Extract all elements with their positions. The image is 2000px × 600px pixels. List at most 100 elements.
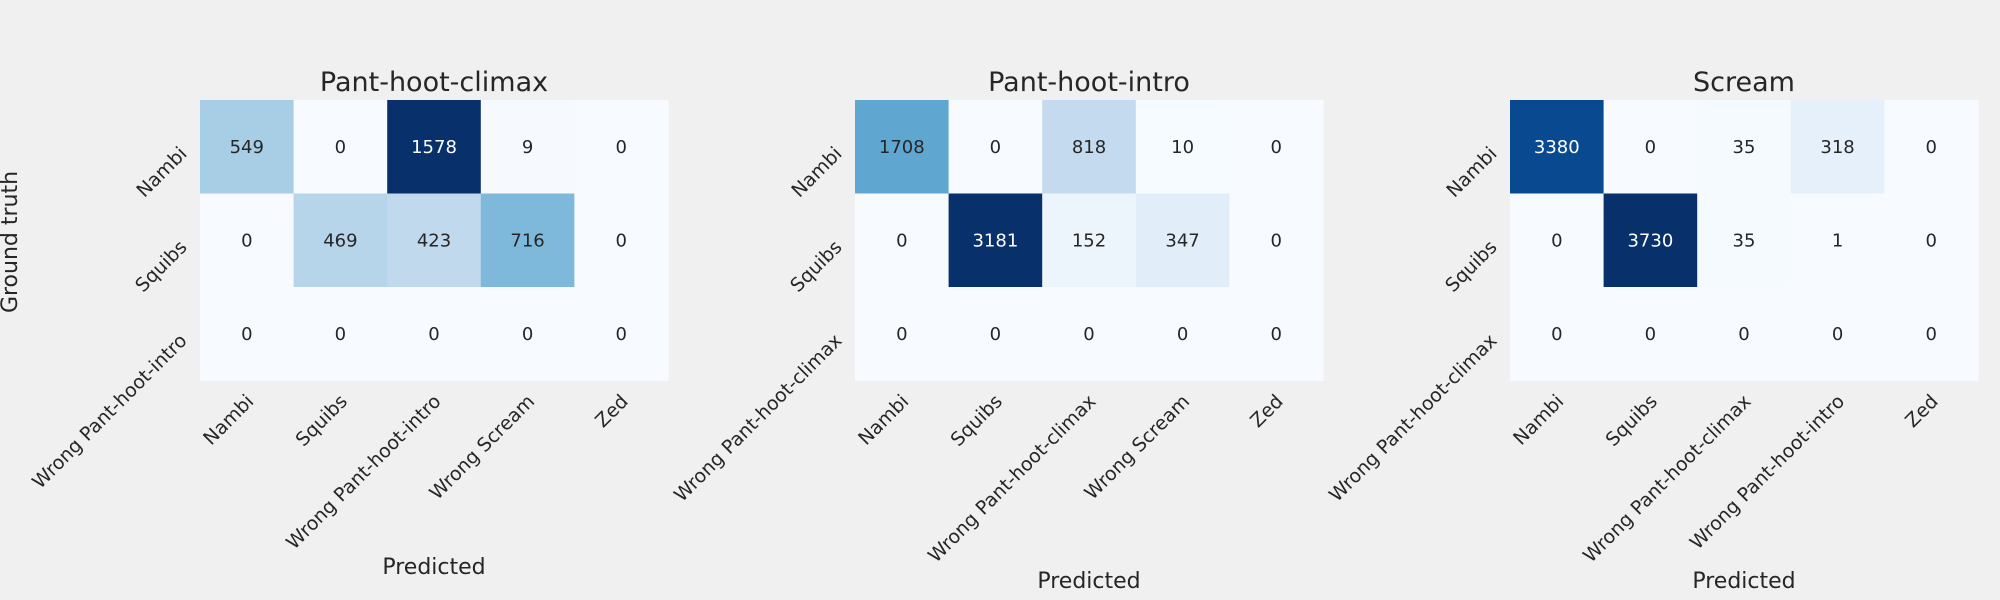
heatmap-cell — [1697, 100, 1792, 194]
heatmap-cell — [1510, 100, 1605, 194]
cell-value-label: 0 — [1925, 230, 1936, 251]
heatmap-cell — [1135, 287, 1230, 381]
x-tick-label: Zed — [1246, 390, 1288, 432]
heatmap-cell — [480, 287, 575, 381]
heatmap-cell — [1884, 287, 1979, 381]
cell-value-label: 0 — [615, 230, 626, 251]
x-tick-label: Nambi — [854, 390, 913, 449]
cell-value-label: 0 — [522, 324, 533, 345]
x-tick-label: Wrong Pant-hoot-climax — [1579, 390, 1756, 567]
cell-value-label: 1708 — [879, 137, 925, 158]
x-tick-label: Nambi — [199, 390, 258, 449]
heatmap-panel: 3380 0 35 318 0 0 3730 35 1 0 0 0 0 0 0 Scream Nambi Squi… — [1325, 67, 1979, 594]
cell-value-label: 318 — [1820, 137, 1854, 158]
heatmap-cell — [200, 100, 295, 194]
heatmap-cell — [293, 193, 388, 288]
heatmap-cell — [1229, 100, 1324, 194]
cell-value-label: 0 — [1083, 324, 1094, 345]
heatmap-cell — [574, 193, 669, 288]
y-tick-label: Squibs — [786, 236, 846, 296]
heatmap-cell — [1790, 287, 1885, 381]
y-tick-label: Squibs — [1441, 236, 1501, 296]
cell-value-label: 0 — [1551, 324, 1562, 345]
x-tick-label: Wrong Pant-hoot-climax — [924, 390, 1101, 567]
y-tick-label: Nambi — [132, 143, 191, 202]
cell-value-label: 0 — [1270, 324, 1281, 345]
y-tick-label: Wrong Pant-hoot-climax — [670, 330, 847, 507]
heatmap-cell — [1603, 100, 1698, 194]
x-tick-label: Squibs — [947, 390, 1007, 450]
cell-value-label: 35 — [1733, 230, 1756, 251]
cell-value-label: 0 — [335, 137, 346, 158]
x-tick-label: Wrong Pant-hoot-intro — [282, 390, 445, 553]
heatmap-cell — [293, 287, 388, 381]
cell-value-label: 0 — [1645, 137, 1656, 158]
cell-value-label: 818 — [1072, 137, 1106, 158]
heatmap-cell — [480, 100, 575, 194]
cell-value-label: 0 — [896, 324, 907, 345]
cell-value-label: 0 — [428, 324, 439, 345]
cell-value-label: 1 — [1832, 230, 1843, 251]
heatmap-cell — [855, 100, 950, 194]
cell-value-label: 0 — [1925, 137, 1936, 158]
cell-value-label: 1578 — [411, 137, 457, 158]
heatmap-cell — [1790, 193, 1885, 288]
heatmap-panels: 549 0 1578 9 0 0 469 423 716 0 0 0 0 0 0 Pant-hoot-clim… — [28, 67, 1979, 594]
cell-value-label: 0 — [1645, 324, 1656, 345]
heatmap-cell — [574, 100, 669, 194]
cell-value-label: 0 — [1270, 137, 1281, 158]
x-axis-label: Predicted — [1692, 569, 1795, 594]
cell-value-label: 549 — [230, 137, 264, 158]
cell-value-label: 3181 — [972, 230, 1018, 251]
heatmap-cell — [387, 287, 482, 381]
heatmap-cell — [1042, 100, 1137, 194]
heatmap-cell — [1603, 287, 1698, 381]
heatmap-cell — [387, 193, 482, 288]
heatmap-cell — [387, 100, 482, 194]
heatmap-cell — [948, 193, 1043, 288]
chart-title: Scream — [1693, 67, 1795, 98]
cell-value-label: 0 — [1925, 324, 1936, 345]
heatmap-cell — [1135, 193, 1230, 288]
heatmap-cell — [948, 100, 1043, 194]
cell-value-label: 3380 — [1534, 137, 1580, 158]
y-tick-label: Squibs — [131, 236, 191, 296]
cell-value-label: 469 — [323, 230, 357, 251]
cell-value-label: 0 — [335, 324, 346, 345]
heatmap-cell — [293, 100, 388, 194]
heatmap-panel: 1708 0 818 10 0 0 3181 152 347 0 0 0 0 0 0 Pant-hoot-in… — [670, 67, 1324, 594]
cell-value-label: 0 — [896, 230, 907, 251]
heatmap-cell — [1229, 287, 1324, 381]
cell-value-label: 0 — [990, 324, 1001, 345]
heatmap-cell — [1884, 100, 1979, 194]
y-tick-label: Nambi — [787, 143, 846, 202]
cell-value-label: 0 — [615, 137, 626, 158]
x-axis-label: Predicted — [382, 555, 485, 580]
heatmap-cell — [1697, 193, 1792, 288]
heatmap-cell — [855, 193, 950, 288]
cell-value-label: 0 — [1832, 324, 1843, 345]
cell-value-label: 0 — [615, 324, 626, 345]
y-tick-label: Wrong Pant-hoot-climax — [1325, 330, 1502, 507]
x-tick-label: Nambi — [1509, 390, 1568, 449]
cell-value-label: 0 — [1738, 324, 1749, 345]
cell-value-label: 0 — [1177, 324, 1188, 345]
heatmap-cell — [1229, 193, 1324, 288]
heatmap-cell — [1603, 193, 1698, 288]
cell-value-label: 152 — [1072, 230, 1106, 251]
figure-ylabel: Ground truth — [0, 171, 23, 313]
x-tick-label: Wrong Pant-hoot-intro — [1686, 390, 1849, 553]
heatmap-cell — [200, 287, 295, 381]
heatmap-panel: 549 0 1578 9 0 0 469 423 716 0 0 0 0 0 0 Pant-hoot-clim… — [28, 67, 669, 580]
x-tick-label: Zed — [1901, 390, 1943, 432]
heatmap-cell — [1697, 287, 1792, 381]
y-tick-label: Wrong Pant-hoot-intro — [28, 330, 191, 493]
cell-value-label: 35 — [1733, 137, 1756, 158]
heatmap-cell — [1042, 193, 1137, 288]
cell-value-label: 9 — [522, 137, 533, 158]
x-tick-label: Squibs — [1602, 390, 1662, 450]
cell-value-label: 423 — [417, 230, 451, 251]
x-axis-label: Predicted — [1037, 569, 1140, 594]
heatmap-cell — [1790, 100, 1885, 194]
